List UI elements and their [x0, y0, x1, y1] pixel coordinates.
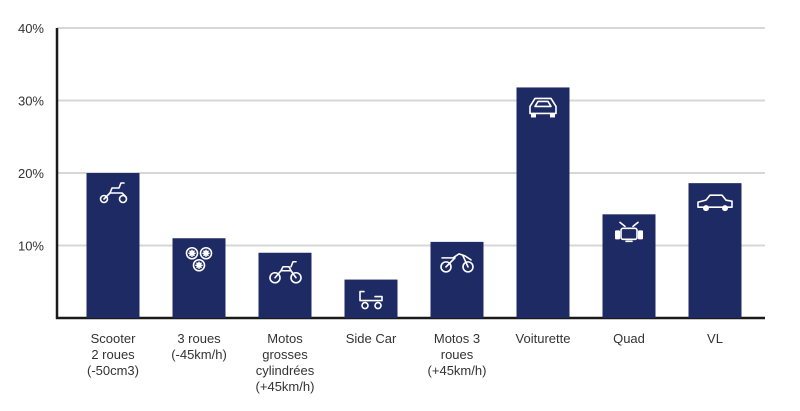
x-tick-label: (+45km/h): [428, 363, 487, 378]
scooter-wheel: [118, 194, 128, 204]
car-wheel: [531, 113, 536, 118]
bar-0: [86, 173, 140, 318]
bar-2: [258, 252, 312, 318]
moto-wheel: [290, 271, 302, 284]
bar-3: [344, 279, 398, 318]
scooter-icon: [99, 182, 128, 204]
motorcycle-icon: [269, 260, 302, 284]
car-window: [534, 100, 552, 108]
quad-wheel: [638, 230, 643, 240]
bar-5: [516, 87, 570, 318]
bar-6: [602, 214, 656, 318]
quad-bars: [619, 221, 639, 243]
x-tick-label: Motos 3: [434, 331, 480, 346]
trike-wheel: [440, 261, 452, 273]
wheel: [199, 246, 213, 260]
x-tick-label: Quad: [613, 331, 645, 346]
sidecar-body: [359, 290, 383, 302]
trike-wheel: [462, 261, 474, 273]
wheel-spokes: [202, 249, 210, 258]
sidecar-wheel: [374, 301, 382, 310]
car-icon: [697, 194, 733, 212]
y-tick-label: 20%: [18, 166, 44, 181]
trike-icon: [440, 253, 474, 273]
x-tick-label: (-50cm3): [87, 363, 139, 378]
wheel: [192, 258, 206, 272]
quad-body: [620, 227, 638, 241]
sidecar-icon: [359, 290, 383, 310]
x-tick-label: roues: [441, 347, 474, 362]
car-body: [529, 97, 557, 115]
wheel-spokes: [195, 261, 203, 270]
bar-7: [688, 183, 742, 318]
car-body: [697, 194, 733, 208]
x-tick-label: VL: [707, 331, 723, 346]
sidecar-wheel: [361, 301, 369, 310]
x-tick-label: (+45km/h): [256, 379, 315, 394]
moto-wheel: [269, 271, 281, 284]
x-tick-label: 2 roues: [91, 347, 135, 362]
x-tick-label: Voiturette: [516, 331, 571, 346]
x-tick-label: cylindrées: [256, 363, 315, 378]
wheel: [185, 246, 199, 260]
y-tick-label: 10%: [18, 239, 44, 254]
x-tick-label: Motos: [267, 331, 303, 346]
car-wheel: [703, 205, 709, 212]
bar-4: [430, 241, 484, 318]
x-tick-label: Side Car: [346, 331, 397, 346]
three-wheels-icon: [185, 246, 213, 272]
x-tick-label: 3 roues: [177, 331, 221, 346]
y-tick-label: 40%: [18, 21, 44, 36]
bar-1: [172, 238, 226, 318]
trike-body: [441, 253, 472, 268]
wheel-spokes: [188, 249, 196, 258]
x-tick-label: (-45km/h): [171, 347, 227, 362]
scooter-body: [103, 182, 127, 200]
quad-icon: [615, 221, 643, 243]
moto-body: [274, 260, 297, 279]
y-tick-label: 30%: [18, 94, 44, 109]
x-tick-label: Scooter: [91, 331, 136, 346]
car-wheel: [722, 205, 728, 212]
voiturette-icon: [529, 97, 557, 118]
quad-wheel: [615, 230, 620, 240]
scooter-wheel: [99, 194, 109, 204]
car-wheel: [550, 113, 555, 118]
x-tick-label: grosses: [262, 347, 308, 362]
